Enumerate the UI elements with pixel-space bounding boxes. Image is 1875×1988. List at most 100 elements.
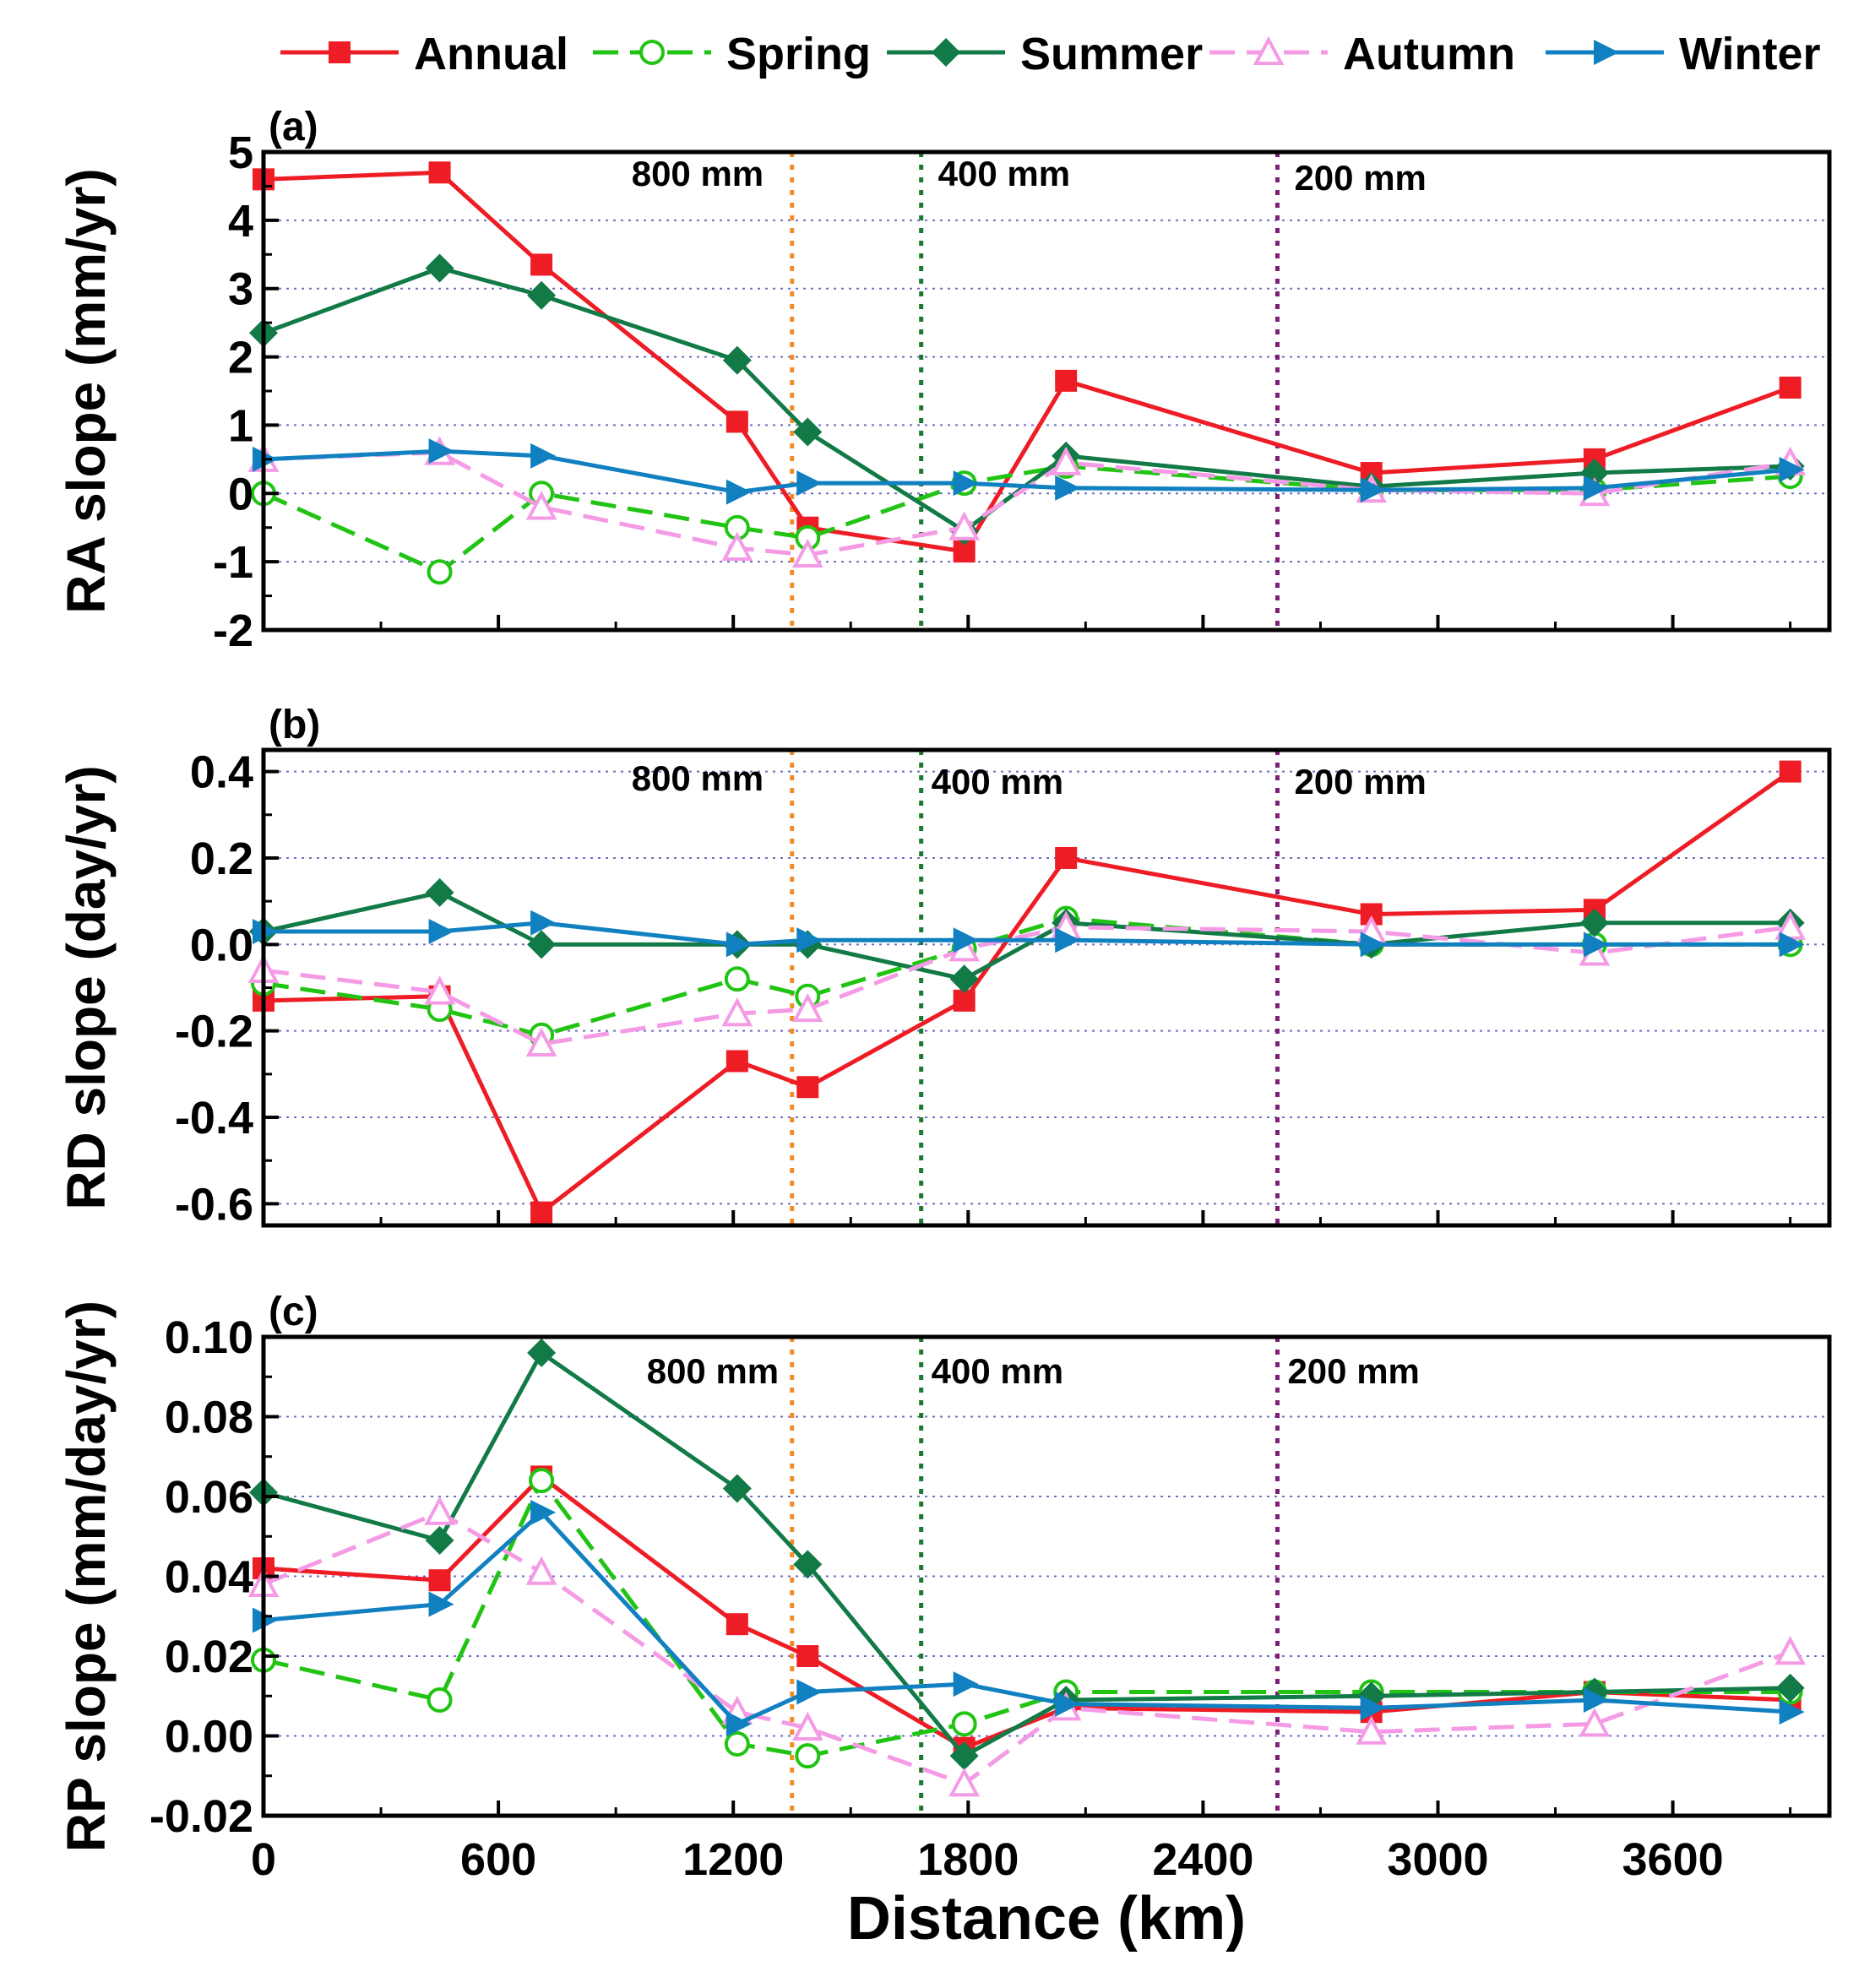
data-point: [722, 345, 752, 375]
panel-label: (a): [269, 105, 318, 149]
data-point: [1779, 760, 1802, 783]
x-tick-label: 1800: [917, 1834, 1019, 1885]
isohyet-label: 800 mm: [647, 1351, 779, 1391]
panel-label: (b): [269, 703, 320, 747]
y-tick-label: 1: [228, 400, 253, 451]
y-tick-label: 0.0: [190, 920, 253, 970]
y-tick-label: 0.08: [165, 1393, 253, 1443]
series-line: [263, 1350, 1791, 1758]
data-point: [1360, 1695, 1386, 1721]
data-point: [1775, 1673, 1805, 1703]
series-summer: [249, 253, 1805, 546]
y-tick-label: 0.4: [190, 747, 253, 798]
legend-marker: [932, 38, 960, 67]
legend-item-summer: Summer: [887, 29, 1203, 79]
y-tick-label: 3: [228, 264, 253, 315]
data-point: [1050, 446, 1082, 475]
series-line: [263, 769, 1792, 1215]
series-line: [263, 1474, 1791, 1751]
isohyet-label: 400 mm: [938, 154, 1070, 193]
data-point: [953, 1671, 979, 1697]
data-point: [530, 253, 553, 276]
legend-label: Spring: [726, 29, 871, 79]
data-point: [424, 975, 455, 1005]
data-point: [1779, 932, 1805, 958]
data-point: [721, 531, 753, 561]
data-point: [726, 1050, 748, 1073]
legend-item-winter: Winter: [1546, 29, 1821, 79]
data-point: [796, 470, 823, 497]
data-point: [1360, 477, 1386, 503]
data-point: [1583, 932, 1609, 958]
y-tick-label: -2: [213, 606, 253, 656]
series-annual: [253, 760, 1802, 1224]
data-point: [796, 1679, 823, 1705]
data-point: [428, 1569, 451, 1592]
y-tick-label: 0.00: [165, 1712, 253, 1763]
data-point: [726, 1711, 752, 1737]
y-tick-label: -0.2: [175, 1007, 253, 1057]
data-point: [724, 966, 750, 992]
data-point: [796, 1645, 819, 1667]
data-point: [1779, 1699, 1805, 1725]
data-point: [427, 1687, 453, 1713]
data-point: [527, 280, 557, 310]
y-tick-label: -0.4: [175, 1093, 253, 1143]
legend-marker: [329, 41, 351, 63]
data-point: [424, 1496, 455, 1525]
isohyet-label: 200 mm: [1287, 1351, 1419, 1391]
isohyet-label: 400 mm: [932, 1351, 1063, 1391]
y-tick-label: 0.02: [165, 1632, 253, 1682]
data-point: [793, 417, 823, 447]
data-point: [428, 161, 451, 184]
y-tick-label: -1: [213, 537, 253, 588]
data-point: [953, 470, 979, 497]
data-point: [1360, 932, 1386, 958]
data-point: [726, 410, 748, 433]
data-point: [425, 877, 454, 907]
data-point: [527, 1338, 557, 1367]
data-point: [949, 964, 979, 994]
isohyet-label: 800 mm: [632, 154, 764, 193]
data-point: [428, 1591, 454, 1617]
plot-frame: [261, 747, 1832, 1228]
data-point: [1055, 475, 1081, 501]
panel-label: (c): [269, 1290, 318, 1334]
isohyet-label: 200 mm: [1294, 158, 1426, 198]
series-annual: [253, 161, 1802, 563]
series-line: [263, 1510, 1791, 1726]
data-point: [1779, 376, 1802, 399]
data-point: [796, 1076, 819, 1099]
data-point: [428, 918, 454, 944]
data-point: [793, 1550, 823, 1579]
data-point: [1055, 927, 1081, 953]
y-axis-label: RD slope (day/yr): [56, 765, 117, 1209]
legend-item-autumn: Autumn: [1209, 29, 1515, 79]
series-line: [263, 925, 1791, 1046]
data-point: [1055, 846, 1078, 869]
panel-c: 800 mm 400 mm 200 mm -0.02 0.00 0.02 0.04 0.06 0…: [56, 1290, 1832, 1953]
x-tick-label: 3600: [1622, 1834, 1724, 1885]
y-tick-label: 5: [228, 128, 253, 178]
legend-marker: [639, 40, 665, 65]
data-point: [428, 438, 454, 464]
legend-marker: [1594, 40, 1619, 65]
data-point: [795, 1743, 821, 1769]
data-point: [527, 930, 557, 959]
legend-item-annual: Annual: [280, 29, 568, 79]
isohyet-label: 400 mm: [932, 762, 1063, 801]
data-point: [425, 1525, 454, 1555]
data-point: [791, 1711, 823, 1741]
data-point: [530, 1499, 557, 1525]
data-point: [796, 927, 823, 953]
data-point: [525, 1027, 557, 1057]
x-tick-label: 2400: [1152, 1834, 1253, 1885]
legend: Annual Spring Summer Autumn Winter: [280, 29, 1821, 79]
data-point: [791, 538, 823, 568]
y-tick-label: 2: [228, 333, 253, 383]
y-tick-label: 0.10: [165, 1312, 253, 1363]
data-point: [948, 1767, 981, 1797]
legend-label: Annual: [414, 29, 568, 79]
series-line: [263, 448, 1791, 495]
